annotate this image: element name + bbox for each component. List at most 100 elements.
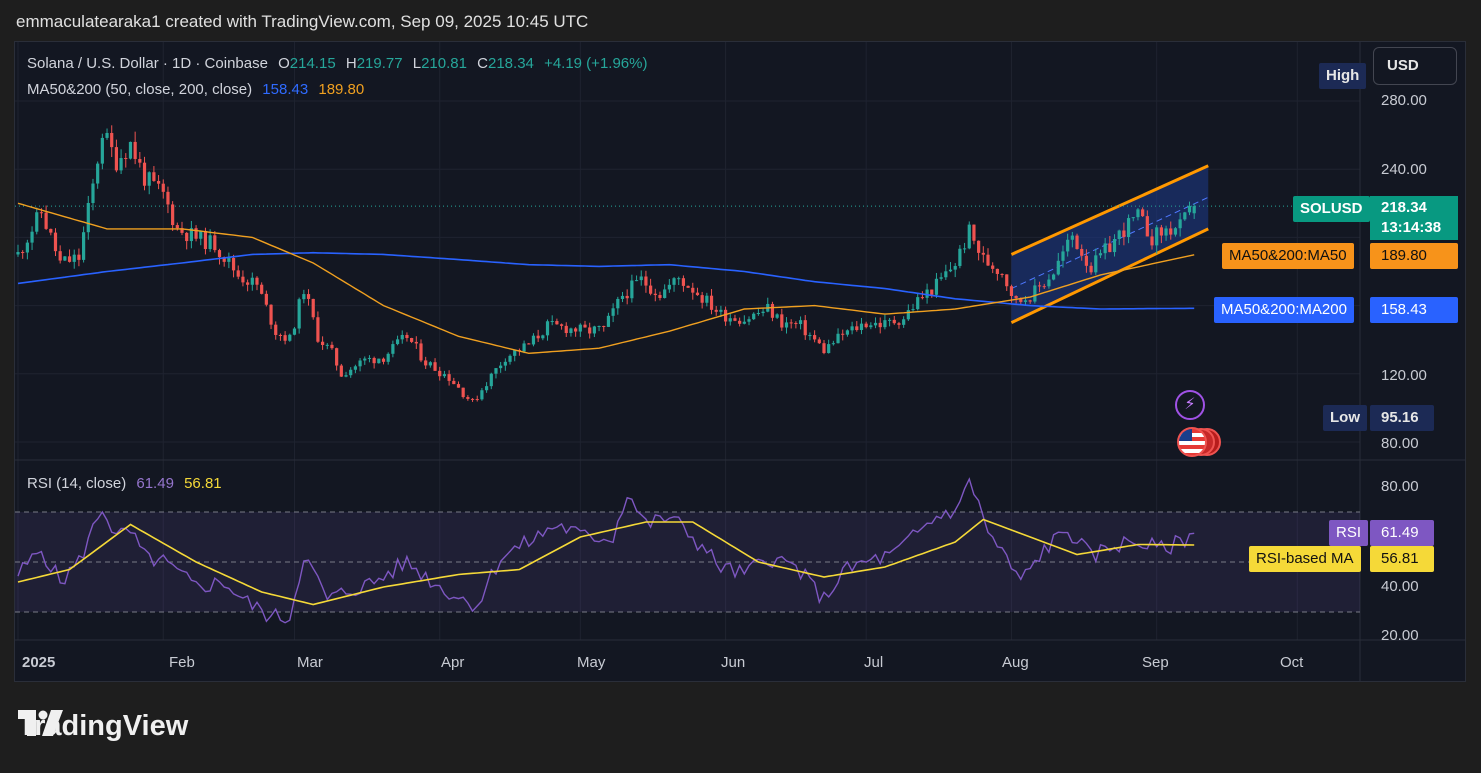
candle-body bbox=[203, 230, 208, 250]
candle-body bbox=[1173, 228, 1178, 235]
candle-body bbox=[756, 313, 760, 315]
candle-body bbox=[831, 343, 835, 345]
candle-body bbox=[1009, 286, 1014, 296]
candle-body bbox=[1155, 227, 1159, 246]
lightning-icon[interactable]: ⚡ bbox=[1175, 390, 1205, 420]
candle-body bbox=[344, 375, 348, 377]
candle-body bbox=[836, 333, 840, 344]
candle-body bbox=[138, 159, 142, 163]
candle-body bbox=[91, 183, 95, 204]
candle-body bbox=[147, 172, 151, 186]
chart-frame[interactable]: Solana / U.S. Dollar · 1D · Coinbase O21… bbox=[14, 41, 1466, 682]
candle-body bbox=[395, 339, 400, 345]
candle-body bbox=[789, 322, 793, 324]
legend-symbol[interactable]: Solana / U.S. Dollar · 1D · Coinbase bbox=[27, 55, 268, 72]
candle-body bbox=[1122, 230, 1126, 237]
candle-body bbox=[578, 324, 582, 332]
candle-body bbox=[723, 309, 728, 322]
candle-body bbox=[194, 228, 198, 239]
candle-body bbox=[217, 250, 222, 258]
candle-body bbox=[161, 183, 165, 192]
last-symbol-badge: SOLUSD bbox=[1293, 196, 1370, 222]
candle-body bbox=[559, 324, 564, 326]
x-tick-oct: Oct bbox=[1280, 654, 1304, 671]
candle-body bbox=[53, 232, 58, 252]
candle-body bbox=[1005, 274, 1009, 287]
candle-body bbox=[133, 141, 137, 160]
candle-body bbox=[606, 315, 611, 327]
ma-legend[interactable]: MA50&200 (50, close, 200, close) 158.43 … bbox=[27, 81, 370, 98]
x-tick-sep: Sep bbox=[1142, 654, 1169, 671]
candle-body bbox=[841, 333, 845, 335]
candle-body bbox=[246, 282, 250, 285]
ma200-value-badge: 158.43 bbox=[1370, 297, 1458, 323]
candle-body bbox=[391, 344, 395, 354]
candle-body bbox=[794, 323, 798, 325]
candle-body bbox=[283, 335, 287, 341]
candle-body bbox=[231, 257, 236, 271]
candle-body bbox=[1033, 285, 1037, 302]
us-flag-events-icon[interactable] bbox=[1177, 427, 1223, 457]
candle-body bbox=[845, 330, 850, 335]
candle-body bbox=[728, 318, 732, 322]
candle-body bbox=[124, 158, 128, 160]
x-tick-mar: Mar bbox=[297, 654, 323, 671]
rsi-legend-ma: 56.81 bbox=[184, 475, 222, 492]
y-tick-240: 240.00 bbox=[1381, 161, 1427, 178]
candle-body bbox=[255, 277, 259, 285]
candle-body bbox=[110, 132, 114, 148]
candle-body bbox=[747, 319, 751, 322]
candle-body bbox=[817, 339, 821, 344]
candle-body bbox=[986, 254, 990, 266]
rsi-ma-value-badge: 56.81 bbox=[1370, 546, 1434, 572]
channel-midline bbox=[1011, 196, 1209, 290]
candle-body bbox=[630, 280, 634, 299]
candle-body bbox=[920, 297, 924, 299]
candle-body bbox=[335, 348, 339, 366]
candle-body bbox=[770, 303, 775, 318]
last-price-value: 218.34 bbox=[1381, 199, 1427, 216]
low-value: 95.16 bbox=[1370, 405, 1434, 431]
currency-button[interactable]: USD bbox=[1373, 47, 1457, 85]
candle-body bbox=[897, 323, 901, 325]
candle-body bbox=[1019, 298, 1023, 302]
candle-body bbox=[316, 317, 320, 342]
candle-body bbox=[405, 334, 409, 339]
candle-body bbox=[1126, 218, 1131, 237]
candle-body bbox=[859, 323, 864, 331]
tradingview-logo[interactable]: TradingView bbox=[18, 710, 188, 743]
rsi-tick-80: 80.00 bbox=[1381, 478, 1419, 495]
tradingview-logo-icon bbox=[18, 710, 63, 736]
candle-body bbox=[742, 321, 746, 324]
candle-body bbox=[644, 276, 648, 286]
candle-body bbox=[574, 328, 578, 332]
chart-svg[interactable] bbox=[15, 42, 1466, 682]
last-price-badge: 218.34 13:14:38 bbox=[1370, 196, 1458, 240]
candle-body bbox=[1028, 300, 1032, 302]
candle-body bbox=[1089, 265, 1093, 273]
candle-body bbox=[813, 335, 817, 340]
candle-body bbox=[911, 309, 915, 311]
legend-c-label: C bbox=[477, 55, 488, 72]
candle-body bbox=[1183, 212, 1187, 220]
candle-body bbox=[250, 277, 254, 285]
candle-body bbox=[367, 357, 372, 359]
candle-body bbox=[967, 224, 971, 249]
candle-body bbox=[695, 292, 700, 296]
channel-upper-line bbox=[1010, 164, 1209, 256]
rsi-name-badge: RSI bbox=[1329, 520, 1369, 546]
candle-body bbox=[1052, 274, 1056, 280]
candle-body bbox=[878, 322, 882, 328]
candle-body bbox=[972, 224, 976, 241]
x-tick-may: May bbox=[577, 654, 606, 671]
candle-body bbox=[855, 326, 859, 331]
candle-body bbox=[616, 298, 620, 309]
y-tick-120: 120.00 bbox=[1381, 367, 1427, 384]
candle-body bbox=[119, 158, 123, 171]
candle-body bbox=[25, 242, 29, 253]
candle-body bbox=[499, 365, 503, 369]
candle-body bbox=[260, 284, 264, 294]
candle-body bbox=[96, 163, 100, 184]
rsi-legend[interactable]: RSI (14, close) 61.49 56.81 bbox=[27, 475, 228, 492]
candle-body bbox=[222, 257, 226, 262]
